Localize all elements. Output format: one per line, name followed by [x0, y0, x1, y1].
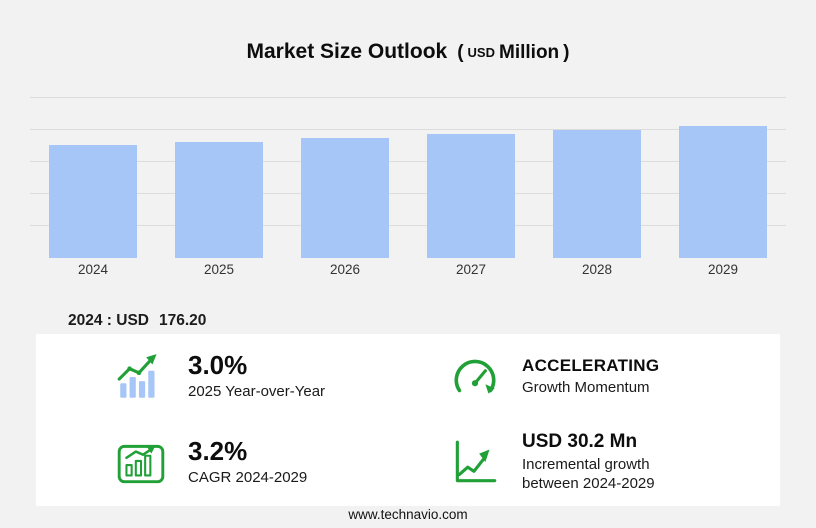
incremental-growth-icon: [448, 436, 502, 490]
bar-2026: [301, 138, 389, 258]
base-year-value: 2024 : USD 176.20: [68, 312, 206, 330]
stats-panel: 3.0% 2025 Year-over-Year ACCELERATING Gr…: [36, 334, 780, 506]
bar-group-2028: [534, 98, 660, 258]
unit-paren-close: ): [563, 42, 570, 63]
x-axis-label-2028: 2028: [581, 262, 613, 277]
unit-paren-open: (: [457, 42, 464, 63]
yoy-label: 2025 Year-over-Year: [188, 383, 326, 401]
momentum-label: Growth Momentum: [522, 378, 650, 396]
x-axis-label-2029: 2029: [707, 262, 739, 277]
gridline-100: [30, 193, 786, 194]
cagr-value: 3.2%: [188, 435, 248, 466]
incremental-label-line2: between 2024-2029: [522, 474, 655, 492]
speedometer-icon: [448, 350, 502, 404]
gridline-250: [30, 97, 786, 98]
yoy-bar-chart-icon: [114, 350, 168, 404]
x-axis-label-2024: 2024: [77, 262, 109, 277]
stat-cagr: 3.2% CAGR 2024-2029: [36, 420, 408, 506]
stat-incremental: USD 30.2 Mn Incremental growth between 2…: [408, 420, 780, 506]
x-axis-label-2026: 2026: [329, 262, 361, 277]
website-link[interactable]: www.technavio.com: [348, 507, 468, 522]
bar-2025: [175, 141, 263, 258]
gridline-200: [30, 129, 786, 130]
x-axis-label-2027: 2027: [455, 262, 487, 277]
bar-2028: [553, 130, 641, 258]
incremental-value: USD 30.2 Mn: [522, 431, 638, 453]
stat-yoy: 3.0% 2025 Year-over-Year: [36, 334, 408, 420]
market-size-bar-chart: [30, 97, 786, 258]
unit-currency: USD: [467, 45, 495, 60]
page-title: Market Size Outlook (USD Million): [0, 40, 816, 64]
unit-scale: Million: [499, 42, 560, 63]
incremental-label-line1: Incremental growth: [522, 456, 650, 474]
x-axis-label-2025: 2025: [203, 262, 235, 277]
bar-2024: [49, 145, 137, 258]
chart-title: Market Size Outlook: [246, 40, 448, 63]
base-year-amount: 176.20: [158, 312, 207, 329]
gridline-150: [30, 161, 786, 162]
gridline-50: [30, 225, 786, 226]
bar-group-2026: [282, 98, 408, 258]
bar-series: [30, 98, 786, 258]
stat-momentum: ACCELERATING Growth Momentum: [408, 334, 780, 420]
x-axis-labels: 2024 2025 2026 2027 2028 2029: [30, 262, 786, 277]
momentum-value: ACCELERATING: [522, 355, 660, 375]
bar-group-2029: [660, 98, 786, 258]
bar-group-2027: [408, 98, 534, 258]
bar-2029: [679, 125, 767, 258]
yoy-value: 3.0%: [188, 349, 248, 380]
cagr-chart-box-icon: [114, 436, 168, 490]
base-year-prefix: 2024 : USD: [68, 312, 149, 329]
bar-group-2024: [30, 98, 156, 258]
cagr-label: CAGR 2024-2029: [188, 469, 308, 487]
bar-group-2025: [156, 98, 282, 258]
bar-2027: [427, 134, 515, 258]
